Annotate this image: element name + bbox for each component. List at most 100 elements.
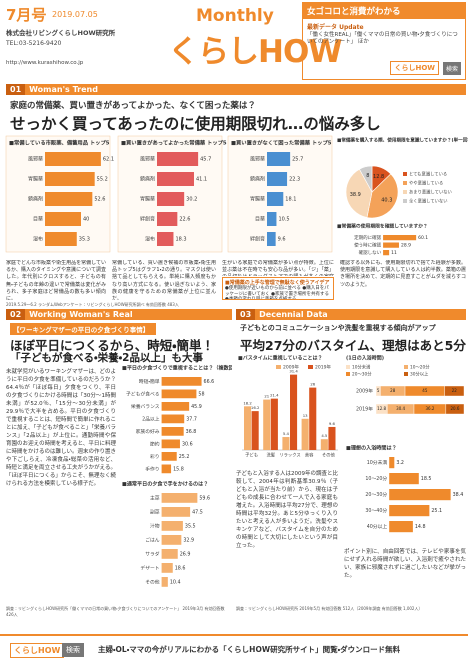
- legend-swatch: [346, 372, 350, 376]
- bar: [389, 473, 419, 485]
- bar: [157, 232, 174, 246]
- legend-swatch: [276, 365, 281, 369]
- chart-title: ■理想の入浴時間は？: [346, 445, 397, 452]
- category-label: 確認しない: [359, 249, 382, 256]
- legend-swatch: [403, 172, 407, 176]
- legend-label: あまり意識していない: [409, 189, 452, 196]
- value-label: 35.3: [79, 237, 90, 243]
- legend-swatch: [404, 365, 408, 369]
- category-label: 目薬: [33, 216, 43, 223]
- source: 2019.5.29～6.2 ランダムWebアンケート：リビングくらしHOW研究所…: [6, 302, 179, 307]
- category-label: ごはん: [145, 536, 160, 543]
- value-label: 9.6: [278, 237, 286, 243]
- footer-search[interactable]: 検索: [62, 643, 84, 657]
- tips-title: ■常備薬の上手な管理で無駄なく使うアイデア: [225, 280, 330, 286]
- value-label: 62.1: [103, 157, 114, 163]
- category-label: 10分未満: [367, 459, 388, 466]
- value-label: 25.1: [431, 508, 442, 514]
- tel: TEL:03-5216-9420: [6, 40, 62, 47]
- value-label: 3.2: [396, 460, 404, 466]
- chart-title: ■常備薬の使用期限を確認していますか？: [337, 223, 428, 230]
- body-text: 生がいる家庭での常備薬が多い点が特徴。上位に並ぶ薬は不在時でも安心な品が多い。「…: [222, 260, 334, 276]
- bar: [161, 535, 182, 545]
- category-label: 手作り: [145, 465, 159, 472]
- value-label: 28: [390, 388, 396, 393]
- category-label: 胃腸薬: [250, 196, 265, 203]
- value-label: 30.4: [396, 406, 405, 411]
- bar: [290, 374, 298, 450]
- value-label: 37.7: [186, 416, 197, 422]
- bar: [161, 402, 190, 411]
- bar: [267, 232, 276, 246]
- footer-logo[interactable]: くらしHOW: [10, 643, 65, 658]
- legend-swatch: [404, 372, 408, 376]
- value-label: 18.5: [421, 476, 432, 482]
- value-label: 25.7: [292, 157, 303, 163]
- bar: [45, 152, 101, 166]
- value-label: 10.5: [278, 217, 289, 223]
- category-label: 彩り: [150, 453, 160, 460]
- legend-label: 10分未満: [352, 364, 371, 371]
- legend-swatch: [346, 365, 350, 369]
- section-label: Working Woman's Real: [29, 310, 133, 319]
- bar: [161, 452, 177, 461]
- chart-title: ■買い置きがあってよかった常備薬 トップ5: [121, 139, 227, 147]
- category-label: 風邪薬: [250, 156, 265, 163]
- bar: [45, 212, 81, 226]
- legend-label: とても意識している: [409, 171, 447, 178]
- value-label: 45.9: [191, 404, 202, 410]
- value-label: 52.6: [94, 197, 105, 203]
- bar: [267, 192, 284, 206]
- chart-title: ■平日の夕食づくりで重視することは？（複数回答）: [122, 365, 232, 372]
- category-label: 湿布: [145, 236, 155, 243]
- category-label: その他: [145, 578, 160, 585]
- headline: 平均27分のバスタイム、理想はあと5分！: [240, 338, 468, 353]
- category-label: 胃腸薬: [140, 196, 155, 203]
- bar: [161, 389, 197, 399]
- headline: 「子どもが食べる・栄養・2品以上」も大事: [10, 352, 203, 364]
- value-label: 32.9: [183, 537, 194, 543]
- value-label: 8: [366, 173, 369, 179]
- bar: [389, 457, 395, 469]
- value-label: 26.9: [180, 551, 191, 557]
- category-label: サラダ: [145, 550, 160, 557]
- chart-title: (1日の入浴時間): [346, 355, 384, 362]
- value-label: 25.2: [179, 454, 190, 460]
- category-label: 2019年: [356, 406, 373, 413]
- value-label: 41.1: [196, 177, 207, 183]
- bar: [251, 411, 259, 450]
- legend-label: 2009年: [283, 364, 299, 371]
- subtitle: 子どもとのコミュニケーションや洗髪を重視する傾向がアップ: [240, 324, 436, 332]
- body-text: ポイント別に、自由回答では、テレビや家事を気にせず入れる時間が欲しい、入浴剤で癒…: [344, 549, 466, 579]
- bar: [383, 250, 390, 256]
- section3-charts: ■バスタイムに重視していることは？ 2009年 18.2 21 5.4 13 4.5 2019…: [238, 355, 465, 533]
- chart-title: ■通常平日の夕食で手をかけるのは？: [122, 481, 208, 488]
- bar: [244, 406, 252, 450]
- update-text: 「働く女性REAL」「働くママの日常の買い物・夕食づくりについてのアンケート」 …: [307, 32, 458, 45]
- section1-charts: ■常備している市販薬、備蓄用品 トップ5 風邪薬 62.1 胃腸薬 55.2 鎮痛剤 52.…: [5, 135, 468, 256]
- category-label: 絆創膏: [140, 216, 155, 223]
- bar: [157, 192, 185, 206]
- bar: [267, 152, 291, 166]
- category-label: 家族の好み: [136, 428, 160, 435]
- value-label: 14.8: [415, 524, 426, 530]
- section-bar: 02 Working Woman's Real: [6, 309, 232, 320]
- legend-swatch: [403, 199, 407, 203]
- section-bar: 01 Woman's Trend: [6, 84, 466, 95]
- section-label: Decennial Data: [259, 310, 328, 319]
- stacked-bar: [445, 403, 465, 415]
- bar: [389, 489, 451, 501]
- category-label: 20～30分: [365, 491, 387, 498]
- category-label: 洗髪: [267, 452, 276, 459]
- category-label: 湿布: [33, 236, 43, 243]
- category-label: 時短・簡単: [139, 378, 160, 385]
- section-number: 03: [236, 309, 256, 320]
- value-label: 66.6: [204, 379, 215, 385]
- search[interactable]: 検索: [442, 62, 461, 75]
- value-label: 5.4: [283, 431, 290, 436]
- source: 調査：リビングくらしHOW研究所 2019年5月 有効回答数 512人（2009…: [236, 606, 423, 611]
- date: 2019.07.05: [52, 10, 98, 19]
- brand-small: Monthly: [196, 6, 274, 26]
- logo[interactable]: くらしHOW: [390, 61, 439, 75]
- chart-title: ■常備薬を購入する際、使用期限を意識していますか？(単一回答): [337, 137, 468, 144]
